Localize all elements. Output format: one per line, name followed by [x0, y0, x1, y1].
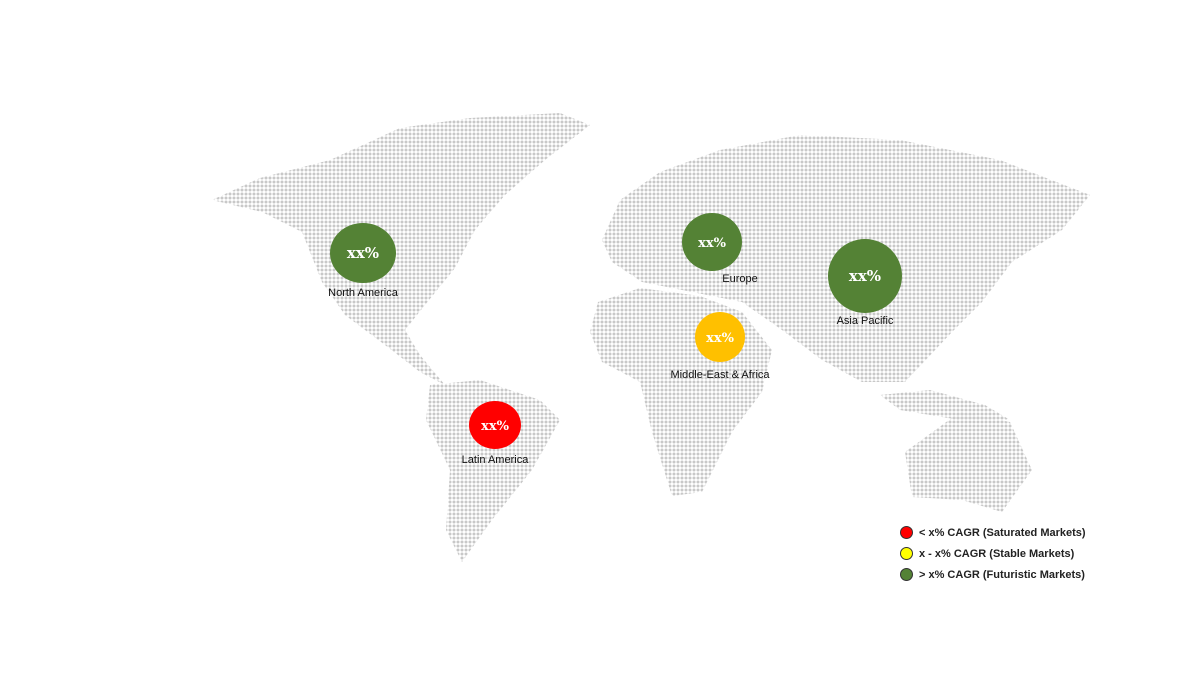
continent-africa: [590, 288, 772, 496]
legend-green-dot-icon: [900, 568, 913, 581]
bubble-middle-east-africa: [695, 312, 745, 362]
legend-yellow-dot-icon: [900, 547, 913, 560]
bubble-asia-pacific: [828, 239, 902, 313]
bubble-value: xx%: [698, 236, 727, 251]
islands-indonesia: [880, 390, 1010, 420]
continent-australia: [905, 412, 1032, 512]
bubble-europe: [682, 213, 742, 271]
bubble-value: xx%: [706, 331, 735, 346]
bubble-north-america: [330, 223, 396, 283]
bubble-value: xx%: [347, 244, 379, 262]
region-label-europe: Europe: [722, 273, 757, 285]
bubble-latin-america: [469, 401, 521, 449]
bubble-value: xx%: [481, 419, 510, 434]
region-label-asia-pacific: Asia Pacific: [837, 315, 894, 327]
legend-item-saturated: < x% CAGR (Saturated Markets): [900, 522, 1086, 543]
legend-red-dot-icon: [900, 526, 913, 539]
region-label-middle-east-africa: Middle-East & Africa: [670, 369, 770, 381]
region-label-north-america: North America: [328, 287, 399, 299]
legend-item-futuristic: > x% CAGR (Futuristic Markets): [900, 564, 1086, 585]
legend-label: > x% CAGR (Futuristic Markets): [919, 568, 1085, 581]
legend: < x% CAGR (Saturated Markets) x - x% CAG…: [900, 522, 1086, 585]
region-label-latin-america: Latin America: [462, 454, 530, 466]
continent-north-america: [212, 113, 590, 385]
legend-item-stable: x - x% CAGR (Stable Markets): [900, 543, 1086, 564]
legend-label: < x% CAGR (Saturated Markets): [919, 526, 1086, 539]
legend-label: x - x% CAGR (Stable Markets): [919, 547, 1075, 560]
bubble-value: xx%: [849, 267, 881, 285]
continent-south-america: [426, 380, 560, 562]
